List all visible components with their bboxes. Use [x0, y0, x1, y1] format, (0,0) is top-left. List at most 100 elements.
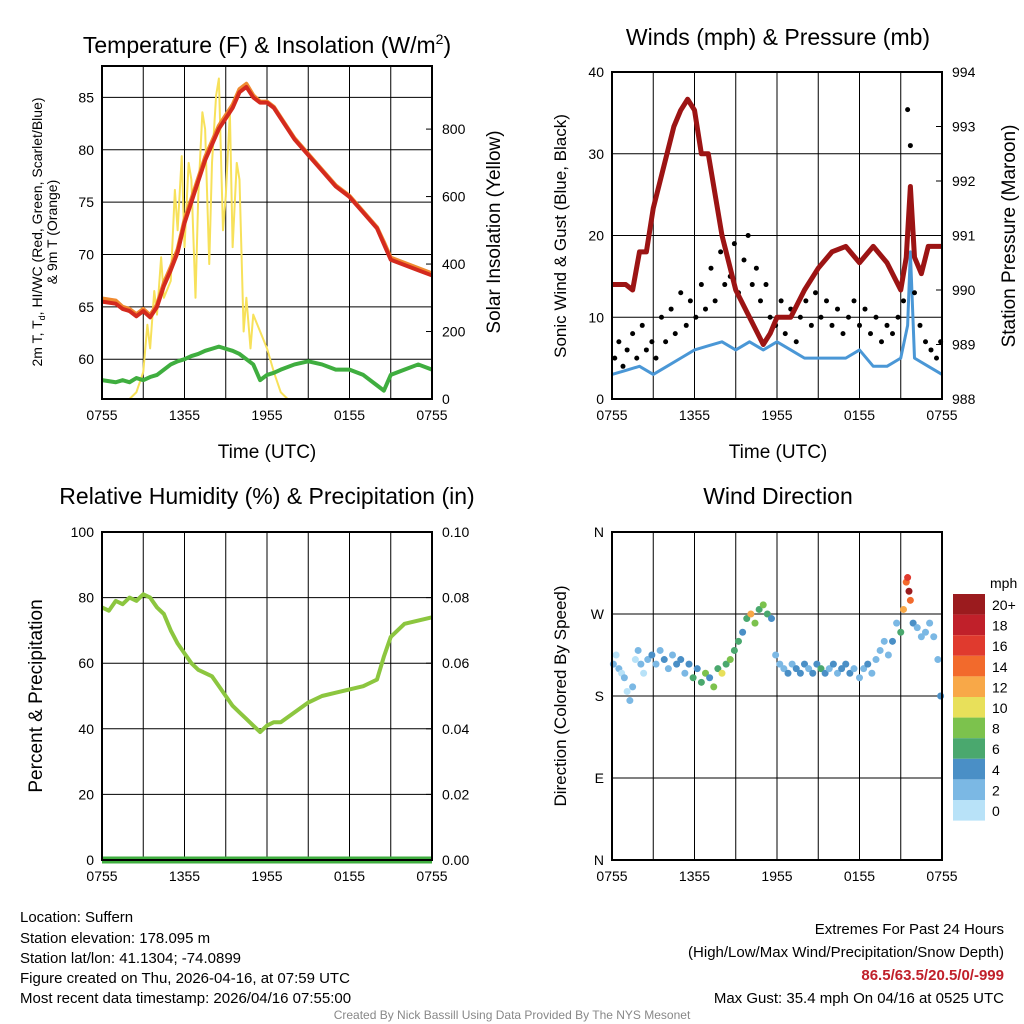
direction-point: [664, 665, 672, 673]
gust-point: [824, 298, 829, 304]
credit-footer: Created By Nick Bassill Using Data Provi…: [334, 1008, 691, 1022]
direction-point: [805, 665, 813, 673]
gust-point: [663, 339, 669, 345]
direction-point: [656, 646, 664, 654]
direction-point: [640, 669, 648, 677]
gust-point: [829, 322, 835, 328]
legend-title: mph: [990, 575, 1017, 591]
gust-point: [672, 331, 678, 337]
wind-xtick: 0755: [596, 407, 627, 423]
temp-y2tick: 400: [442, 256, 466, 272]
dir-xtick: 0155: [844, 868, 875, 884]
direction-point: [801, 660, 808, 668]
temp-ytick: 75: [78, 194, 94, 210]
rh-ytick: 0: [86, 852, 94, 868]
gust-point: [698, 282, 704, 288]
wind-y2tick: 988: [952, 391, 976, 407]
direction-point: [784, 669, 792, 677]
temp-xtick: 0755: [416, 407, 447, 423]
sonic-wind-line: [611, 250, 943, 376]
rh-xtick: 0755: [86, 868, 117, 884]
dir-panel-title: Wind Direction: [703, 483, 853, 509]
direction-point: [735, 637, 742, 645]
created-text: Figure created on Thu, 2026-04-16, at 07…: [20, 970, 350, 987]
direction-point: [726, 656, 734, 664]
gust-point: [731, 241, 737, 247]
rh-ytick: 80: [78, 590, 94, 606]
legend-label: 0: [992, 803, 1000, 819]
rh-ytick: 40: [78, 721, 94, 737]
gust-point: [668, 306, 674, 312]
rh-ytick: 20: [78, 786, 94, 802]
direction-point: [934, 656, 942, 664]
gust-point: [923, 339, 928, 345]
gust-point: [649, 339, 655, 345]
direction-point: [889, 637, 896, 645]
direction-point: [926, 619, 934, 627]
wind-frame: [611, 71, 943, 400]
legend-swatch: [953, 758, 985, 780]
direction-point: [685, 660, 693, 668]
gust-point: [857, 322, 862, 328]
legend-swatch: [953, 779, 985, 800]
legend-swatch: [953, 655, 985, 677]
direction-point: [838, 665, 846, 673]
direction-point: [825, 665, 833, 673]
temp-y2tick: 0: [442, 391, 450, 407]
gust-point: [879, 339, 884, 345]
legend-swatch: [953, 717, 985, 739]
gust-point: [758, 298, 763, 304]
wind-ytick: 30: [588, 146, 604, 162]
gust-point: [643, 347, 649, 353]
wind-ytick: 20: [588, 228, 604, 244]
direction-point: [829, 660, 837, 668]
dir-frame: [611, 531, 943, 861]
temp-panel-title: Temperature (F) & Insolation (W/m2): [83, 31, 451, 58]
rh-y2tick: 0.06: [442, 655, 469, 671]
direction-point: [906, 596, 914, 604]
rh-y2tick: 0.08: [442, 590, 469, 606]
direction-point: [900, 605, 907, 613]
gust-point: [712, 298, 718, 304]
dir-xtick: 0755: [596, 868, 627, 884]
gust-point: [634, 355, 640, 361]
temp-ytick: 80: [78, 142, 94, 158]
direction-point: [860, 665, 868, 673]
direction-point: [846, 669, 854, 677]
direction-point: [722, 660, 730, 668]
legend-label: 6: [992, 741, 1000, 757]
direction-point: [648, 651, 656, 659]
wind-panel-title: Winds (mph) & Pressure (mb): [626, 24, 930, 50]
direction-point: [609, 660, 617, 668]
gust-point: [782, 331, 788, 337]
extremes-subtitle: (High/Low/Max Wind/Precipitation/Snow De…: [688, 944, 1004, 961]
wind-xtick: 0755: [926, 407, 957, 423]
gust-point: [722, 282, 728, 288]
wind-xtick: 0155: [844, 407, 875, 423]
gust-point: [851, 298, 857, 304]
gust-point: [653, 355, 659, 361]
legend-label: 8: [992, 721, 1000, 737]
dir-xtick: 0755: [926, 868, 957, 884]
rh-y2tick: 0.04: [442, 721, 469, 737]
legend-label: 12: [992, 679, 1008, 695]
direction-point: [905, 587, 913, 595]
legend-swatch: [953, 800, 985, 821]
gust-point: [917, 322, 923, 328]
legend-label: 4: [992, 762, 1000, 778]
wind-y2tick: 993: [952, 119, 976, 135]
legend-swatch: [953, 676, 985, 697]
direction-point: [631, 656, 639, 664]
direction-point: [743, 615, 751, 623]
legend-label: 14: [992, 659, 1008, 675]
gust-point: [890, 331, 895, 337]
latlon-text: Station lat/lon: 41.1304; -74.0899: [20, 950, 241, 967]
dir-ytick: N: [594, 852, 604, 868]
rh-ytick: 100: [71, 524, 95, 540]
wind-ytick: 0: [596, 391, 604, 407]
rh-y2tick: 0.00: [442, 852, 469, 868]
direction-point: [792, 665, 800, 673]
wind-ytick: 40: [588, 64, 604, 80]
direction-point: [710, 683, 718, 691]
gust-point: [767, 314, 773, 320]
